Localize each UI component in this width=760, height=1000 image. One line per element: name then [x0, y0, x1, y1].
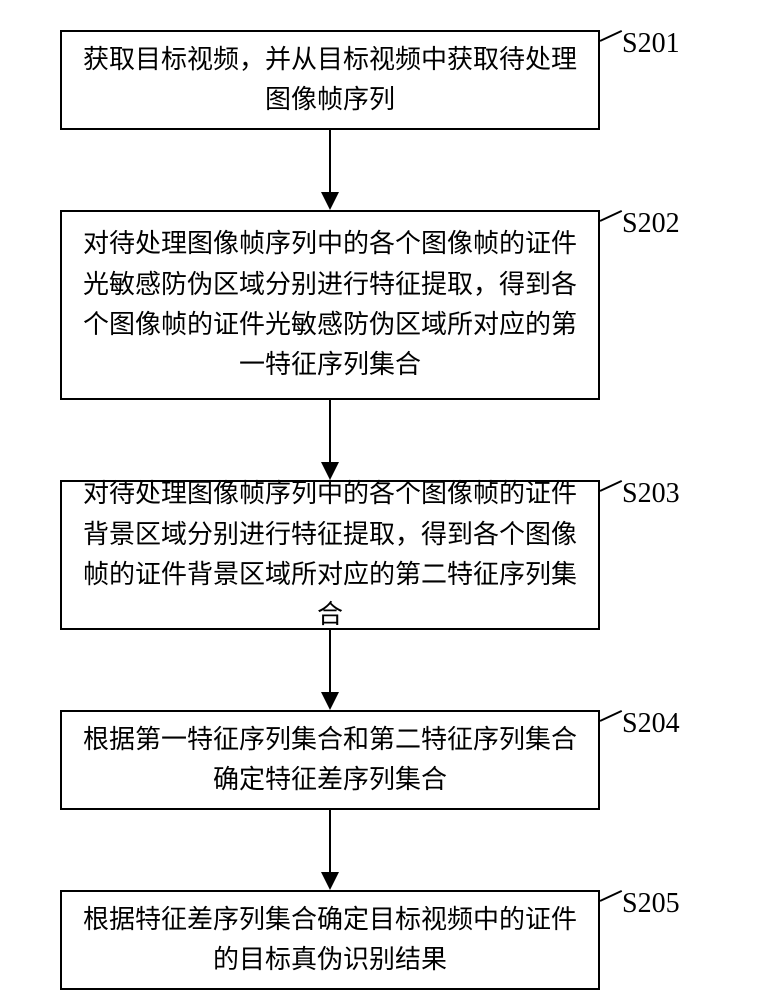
flow-arrow-line [329, 400, 331, 462]
label-leader [600, 210, 623, 222]
flow-step-label-s203: S203 [622, 478, 680, 510]
flow-step-label-s204: S204 [622, 708, 680, 740]
flow-step-s202: 对待处理图像帧序列中的各个图像帧的证件光敏感防伪区域分别进行特征提取，得到各个图… [60, 210, 600, 400]
flow-arrow-head-icon [321, 192, 339, 210]
label-leader [600, 480, 623, 492]
label-leader [600, 890, 623, 902]
flow-arrow-head-icon [321, 462, 339, 480]
flow-step-text: 获取目标视频，并从目标视频中获取待处理图像帧序列 [80, 40, 580, 121]
flow-step-s203: 对待处理图像帧序列中的各个图像帧的证件背景区域分别进行特征提取，得到各个图像帧的… [60, 480, 600, 630]
flow-arrow-head-icon [321, 872, 339, 890]
label-leader [600, 30, 623, 42]
flow-arrow-line [329, 630, 331, 692]
flow-step-text: 根据第一特征序列集合和第二特征序列集合确定特征差序列集合 [80, 720, 580, 801]
flow-step-label-s205: S205 [622, 888, 680, 920]
flow-step-s204: 根据第一特征序列集合和第二特征序列集合确定特征差序列集合 [60, 710, 600, 810]
flow-step-label-s202: S202 [622, 208, 680, 240]
label-leader [600, 710, 623, 722]
flow-arrow-head-icon [321, 692, 339, 710]
flow-step-text: 根据特征差序列集合确定目标视频中的证件的目标真伪识别结果 [80, 900, 580, 981]
flow-step-text: 对待处理图像帧序列中的各个图像帧的证件光敏感防伪区域分别进行特征提取，得到各个图… [80, 224, 580, 385]
flow-step-s205: 根据特征差序列集合确定目标视频中的证件的目标真伪识别结果 [60, 890, 600, 990]
flow-step-label-s201: S201 [622, 28, 680, 60]
flow-arrow-line [329, 130, 331, 192]
flow-step-text: 对待处理图像帧序列中的各个图像帧的证件背景区域分别进行特征提取，得到各个图像帧的… [80, 474, 580, 635]
flow-arrow-line [329, 810, 331, 872]
flow-step-s201: 获取目标视频，并从目标视频中获取待处理图像帧序列 [60, 30, 600, 130]
